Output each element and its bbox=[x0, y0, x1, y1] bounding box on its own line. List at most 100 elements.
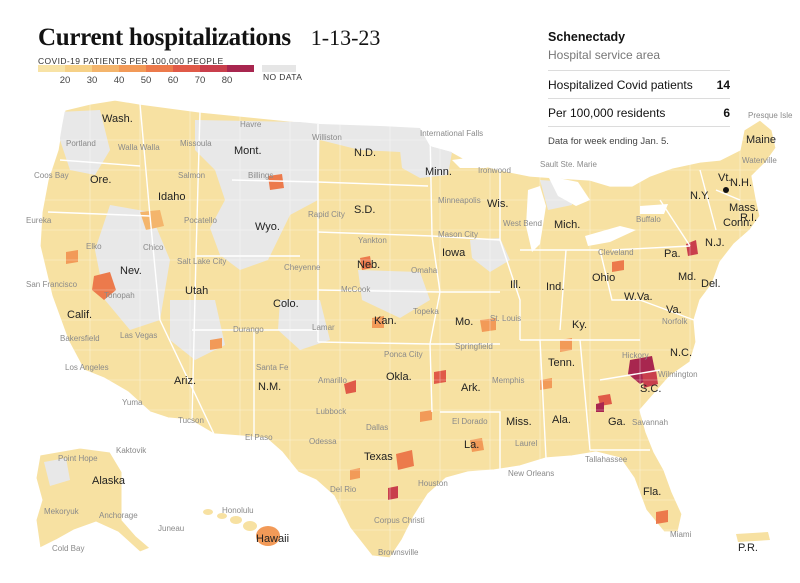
city-label: Topeka bbox=[413, 307, 439, 316]
state-label: Wash. bbox=[102, 113, 133, 125]
city-label: Ponca City bbox=[384, 350, 423, 359]
city-label: Omaha bbox=[411, 266, 438, 275]
city-label: Missoula bbox=[180, 139, 212, 148]
state-borders bbox=[47, 103, 741, 470]
city-label: Lubbock bbox=[316, 407, 347, 416]
alaska-no-data bbox=[44, 458, 70, 486]
city-label: Pocatello bbox=[184, 216, 217, 225]
selected-area-marker[interactable] bbox=[723, 187, 729, 193]
legend-swatch bbox=[38, 65, 65, 72]
title-row: Current hospitalizations 1-13-23 bbox=[38, 24, 380, 52]
hospitalized-label: Hospitalized Covid patients bbox=[548, 78, 693, 92]
puerto-rico-inset[interactable] bbox=[736, 532, 770, 542]
no-data-label: NO DATA bbox=[263, 72, 303, 82]
city-label: Tonopah bbox=[104, 291, 135, 300]
area-type: Hospital service area bbox=[548, 48, 661, 62]
city-label: New Orleans bbox=[508, 469, 554, 478]
city-label: El Dorado bbox=[452, 417, 488, 426]
city-label: Waterville bbox=[742, 156, 777, 165]
city-label: Odessa bbox=[309, 437, 337, 446]
legend-swatch bbox=[173, 65, 200, 72]
city-label: Dallas bbox=[366, 423, 388, 432]
legend-tick-label: 20 bbox=[59, 75, 71, 86]
city-label: Savannah bbox=[632, 418, 668, 427]
legend-tick-label: 50 bbox=[140, 75, 152, 86]
city-label: Coos Bay bbox=[34, 171, 69, 180]
city-label: Hickory bbox=[622, 351, 649, 360]
state-label: Pa. bbox=[664, 248, 681, 260]
hawaii-inset[interactable] bbox=[203, 509, 280, 546]
state-label: La. bbox=[464, 439, 479, 451]
city-label: San Francisco bbox=[26, 280, 78, 289]
legend-swatch bbox=[65, 65, 92, 72]
state-label: Colo. bbox=[273, 298, 299, 310]
state-label: Conn. bbox=[723, 217, 752, 229]
legend-title: COVID-19 PATIENTS PER 100,000 PEOPLE bbox=[38, 56, 224, 66]
legend-swatch bbox=[200, 65, 227, 72]
city-label: Miami bbox=[670, 530, 692, 539]
state-label: Va. bbox=[666, 304, 682, 316]
per-100k-value: 6 bbox=[723, 106, 730, 120]
city-label: International Falls bbox=[420, 129, 483, 138]
state-label: Ga. bbox=[608, 416, 626, 428]
city-label: McCook bbox=[341, 285, 371, 294]
state-label: Ohio bbox=[592, 272, 615, 284]
state-label: N.J. bbox=[705, 237, 725, 249]
city-label: Amarillo bbox=[318, 376, 347, 385]
data-note: Data for week ending Jan. 5. bbox=[548, 136, 669, 147]
city-label: Walla Walla bbox=[118, 143, 160, 152]
legend-tick-label: 70 bbox=[194, 75, 206, 86]
legend-swatch bbox=[119, 65, 146, 72]
city-label: Memphis bbox=[492, 376, 524, 385]
state-label: Neb. bbox=[357, 259, 380, 271]
state-label: Alaska bbox=[92, 475, 126, 487]
state-label: Ark. bbox=[461, 382, 481, 394]
legend-swatch bbox=[146, 65, 173, 72]
state-label: N.M. bbox=[258, 381, 281, 393]
city-label: Williston bbox=[312, 133, 342, 142]
city-label: Houston bbox=[418, 479, 448, 488]
city-label: Durango bbox=[233, 325, 264, 334]
per-100k-label: Per 100,000 residents bbox=[548, 106, 666, 120]
city-label: Salt Lake City bbox=[177, 257, 226, 266]
state-label: W.Va. bbox=[624, 291, 653, 303]
city-label: Havre bbox=[240, 120, 262, 129]
state-label: Mich. bbox=[554, 219, 580, 231]
city-label: Yankton bbox=[358, 236, 387, 245]
state-label: Calif. bbox=[67, 309, 92, 321]
city-label: Mekoryuk bbox=[44, 507, 80, 516]
state-label: Md. bbox=[678, 271, 696, 283]
state-label: Wyo. bbox=[255, 221, 280, 233]
state-label: N.D. bbox=[354, 147, 376, 159]
city-label: Brownsville bbox=[378, 548, 419, 557]
state-label: N.C. bbox=[670, 347, 692, 359]
state-label: Ky. bbox=[572, 319, 587, 331]
legend-swatch-no-data bbox=[262, 65, 296, 72]
city-label: Lamar bbox=[312, 323, 335, 332]
city-label: Cold Bay bbox=[52, 544, 84, 553]
color-legend bbox=[38, 65, 296, 72]
city-label: Sault Ste. Marie bbox=[540, 160, 597, 169]
state-label: Ariz. bbox=[174, 375, 196, 387]
city-label: Kaktovik bbox=[116, 446, 147, 455]
state-label: Mass. bbox=[729, 202, 758, 214]
city-label: Salmon bbox=[178, 171, 205, 180]
hotspot-regions bbox=[66, 174, 698, 524]
state-label: Tenn. bbox=[548, 357, 575, 369]
state-label: Vt. bbox=[718, 172, 731, 184]
city-label: Juneau bbox=[158, 524, 184, 533]
city-label: Laurel bbox=[515, 439, 537, 448]
legend-swatch bbox=[92, 65, 119, 72]
city-label: Tallahassee bbox=[585, 455, 628, 464]
map-title: Current hospitalizations bbox=[38, 24, 291, 51]
state-label: Maine bbox=[746, 134, 776, 146]
city-label: Springfield bbox=[455, 342, 493, 351]
info-panel: Schenectady Hospital service area Hospit… bbox=[548, 30, 730, 147]
legend-tick-label: 80 bbox=[221, 75, 233, 86]
city-label: Tucson bbox=[178, 416, 204, 425]
state-label: Hawaii bbox=[256, 533, 289, 545]
city-label: Presque Isle bbox=[748, 111, 793, 120]
state-label: Wis. bbox=[487, 198, 508, 210]
city-label: Rapid City bbox=[308, 210, 345, 219]
